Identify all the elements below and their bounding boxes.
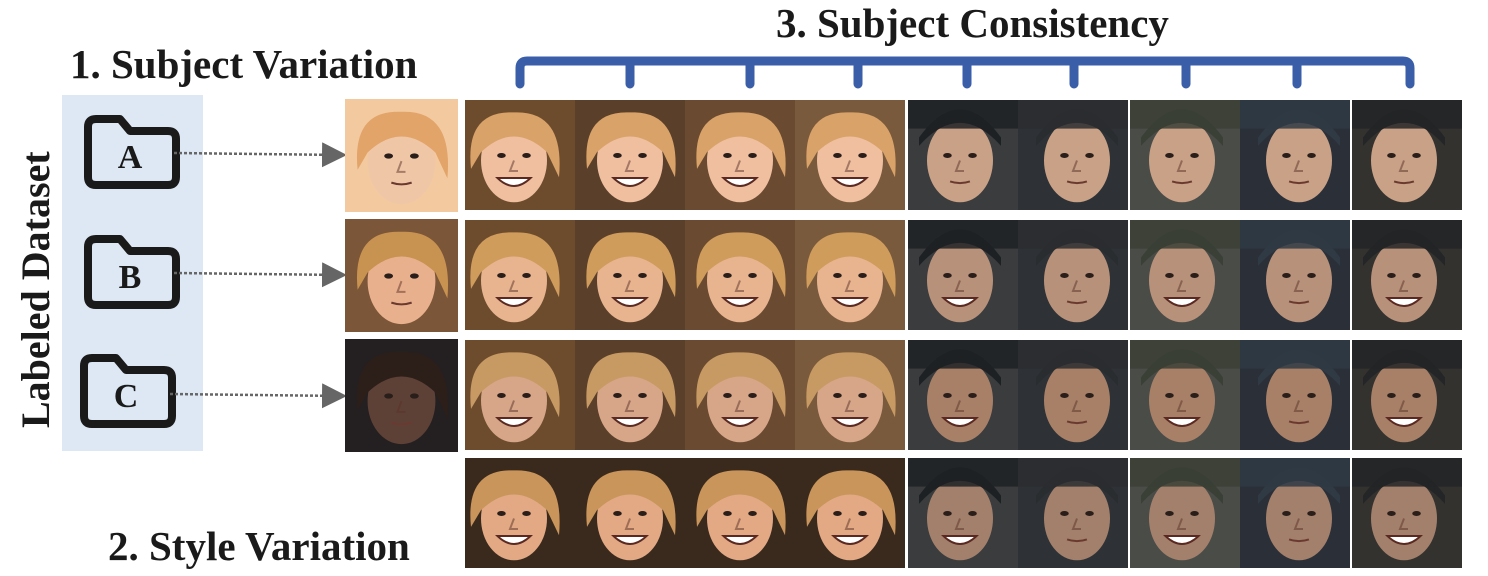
generated-face [1240, 458, 1350, 568]
folder-letter: C [113, 378, 139, 415]
source-face-c [345, 339, 458, 452]
generated-face [575, 100, 685, 210]
generated-face [685, 458, 795, 568]
generated-face [1018, 340, 1128, 450]
arrow-b [173, 262, 347, 288]
generated-face [908, 220, 1018, 330]
generated-face [1240, 220, 1350, 330]
generated-face [465, 340, 575, 450]
generated-face [795, 220, 905, 330]
generated-face [1130, 100, 1240, 210]
generated-face [1018, 458, 1128, 568]
generated-face [908, 100, 1018, 210]
generated-face [1018, 100, 1128, 210]
subject-variation-title: 1. Subject Variation [70, 41, 418, 87]
generated-face [575, 458, 685, 568]
generated-face [1018, 220, 1128, 330]
folder-icon [84, 235, 180, 309]
folder-b: B [82, 233, 182, 316]
source-face-child [345, 99, 458, 212]
generated-face [465, 220, 575, 330]
generated-face [795, 458, 905, 568]
generated-face [908, 340, 1018, 450]
source-face-a [345, 99, 458, 212]
generated-face [1130, 458, 1240, 568]
generated-face [1352, 340, 1462, 450]
generated-face [795, 340, 905, 450]
folder-letter: B [118, 259, 142, 296]
folder-letter: A [117, 139, 143, 176]
folder-a: A [82, 113, 182, 196]
folder-c: C [78, 352, 178, 435]
generated-face [685, 100, 795, 210]
generated-face [1240, 340, 1350, 450]
generated-face [465, 458, 575, 568]
generated-face [575, 220, 685, 330]
generated-face [795, 100, 905, 210]
generated-face [908, 458, 1018, 568]
consistency-bracket [515, 56, 1415, 89]
generated-face [1352, 100, 1462, 210]
source-face-young-man [345, 219, 458, 332]
generated-face [1130, 220, 1240, 330]
subject-consistency-title: 3. Subject Consistency [776, 0, 1169, 46]
generated-face [685, 220, 795, 330]
arrow-c [169, 383, 347, 409]
folder-icon [80, 354, 176, 428]
generated-face [1130, 340, 1240, 450]
generated-face [465, 100, 575, 210]
source-face-woman [345, 339, 458, 452]
generated-face [1352, 458, 1462, 568]
generated-face [1240, 100, 1350, 210]
arrow-a [173, 142, 347, 168]
generated-face [575, 340, 685, 450]
style-variation-title: 2. Style Variation [108, 523, 410, 569]
source-face-b [345, 219, 458, 332]
generated-face [1352, 220, 1462, 330]
generated-face [685, 340, 795, 450]
folder-icon [84, 115, 180, 189]
